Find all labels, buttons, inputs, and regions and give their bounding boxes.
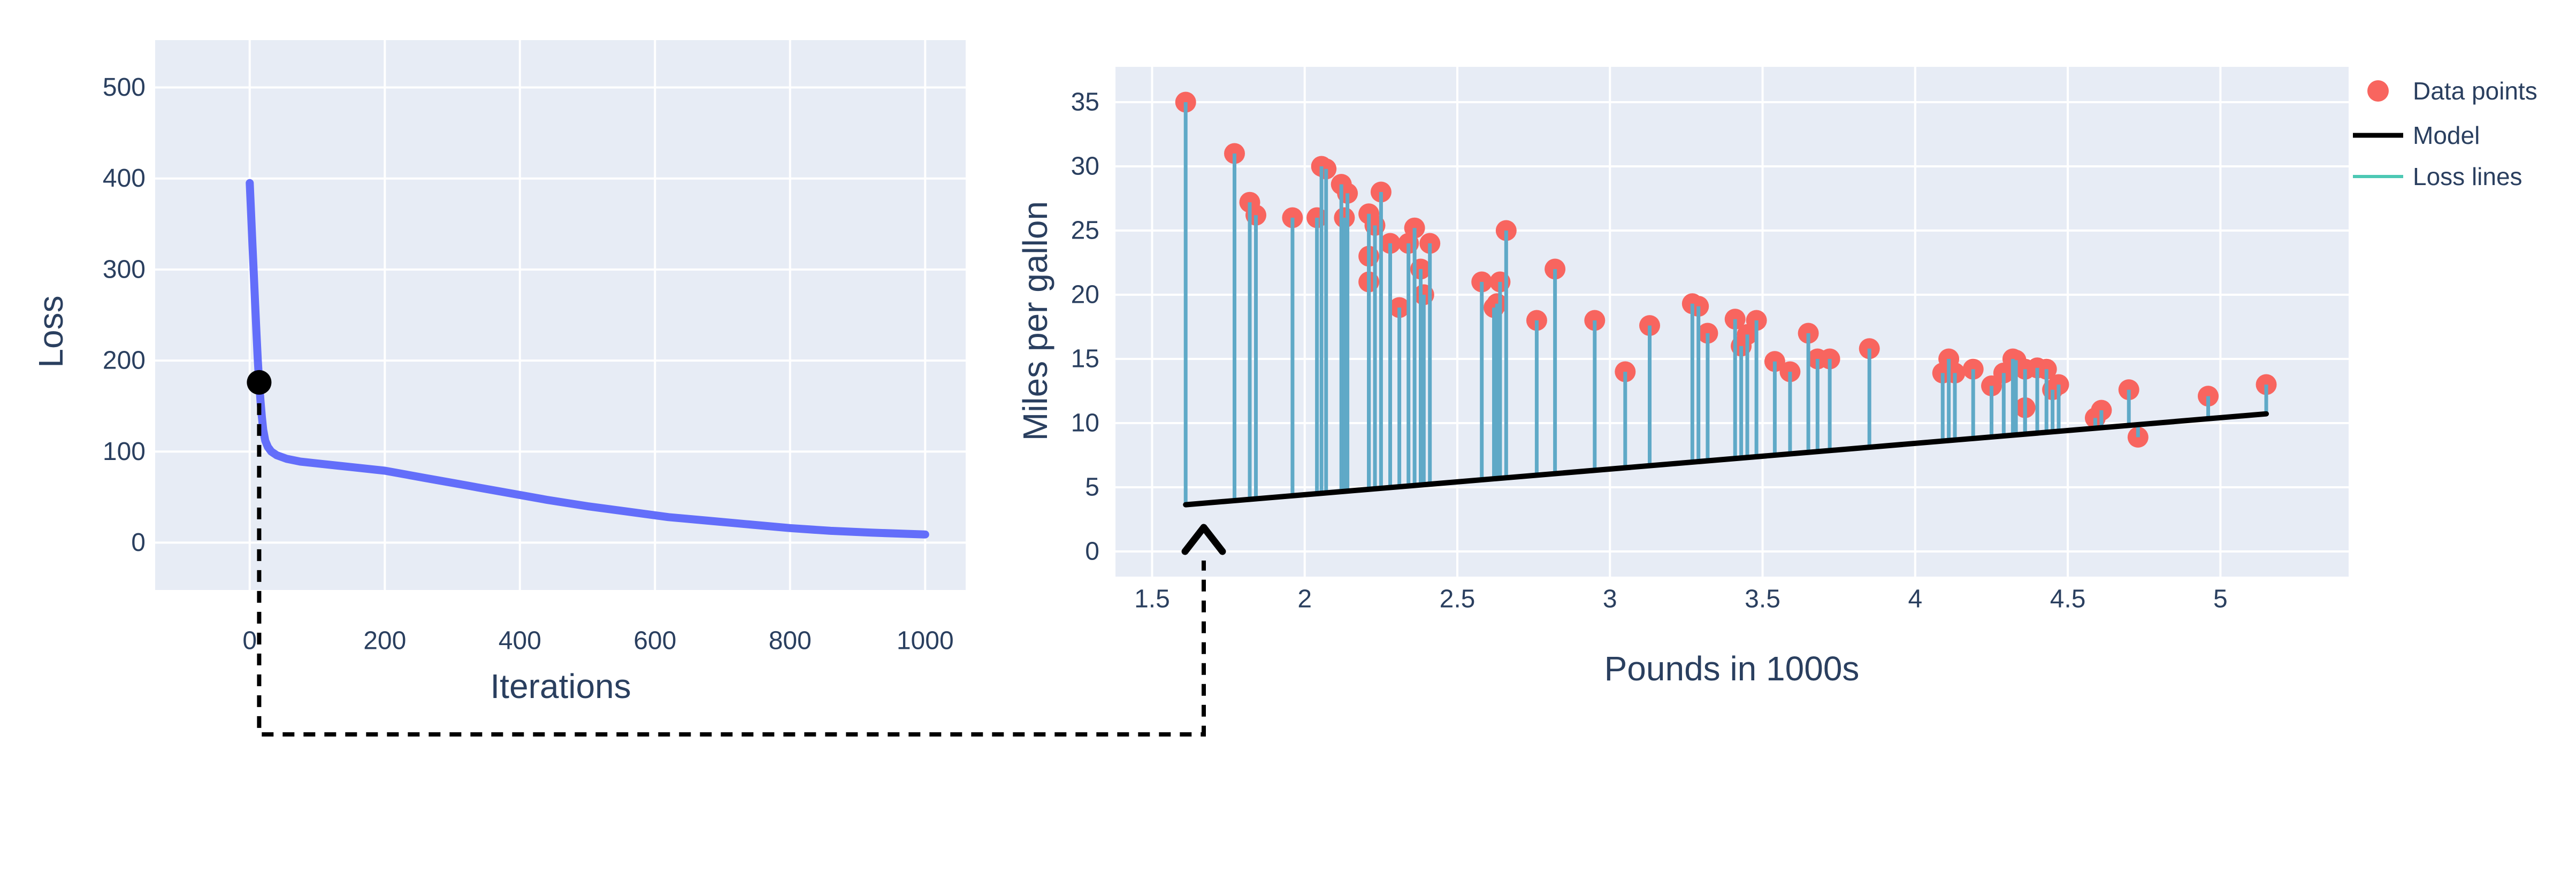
x-tick-label: 3.5 — [1745, 585, 1780, 614]
legend-item[interactable]: Data points — [2367, 77, 2537, 105]
legend: Data points Model Loss lines — [2353, 77, 2537, 190]
x-tick-label: 1000 — [897, 627, 954, 655]
annotation-arrow — [257, 382, 1226, 737]
x-tick-label: 3 — [1603, 585, 1617, 614]
y-tick-label: 0 — [1085, 537, 1099, 565]
x-tick-label: 800 — [769, 627, 812, 655]
legend-item-label: Data points — [2413, 77, 2537, 105]
y-tick-label: 5 — [1085, 473, 1099, 501]
y-tick-label: 400 — [103, 164, 146, 193]
x-tick-label: 400 — [499, 627, 541, 655]
scatter-y-axis-title: Miles per gallon — [1016, 201, 1054, 441]
loss-plot-area[interactable]: 0 100 200 300 400 500 0 200 400 600 800 1000 — [103, 40, 966, 655]
x-tick-label: 2.5 — [1440, 585, 1476, 614]
scatter-plot-area[interactable]: 0 5 10 15 20 25 30 35 1.5 2 2.5 3 3.5 4 4.5 5 — [1071, 67, 2349, 614]
y-tick-label: 30 — [1071, 152, 1099, 180]
loss-curve — [246, 179, 929, 539]
x-tick-label: 200 — [363, 627, 406, 655]
scatter-x-axis-title: Pounds in 1000s — [1604, 649, 1860, 688]
legend-item-label: Model — [2413, 121, 2480, 149]
plot-background[interactable] — [155, 40, 966, 590]
legend-dot-swatch — [2367, 80, 2389, 102]
x-tick-label: 5 — [2213, 585, 2228, 614]
y-tick-label: 0 — [131, 528, 146, 557]
x-tick-label: 600 — [633, 627, 676, 655]
legend-item[interactable]: Model — [2353, 121, 2480, 149]
x-tick-label: 4.5 — [2050, 585, 2086, 614]
x-tick-label: 0 — [242, 627, 257, 655]
loss-y-axis-title: Loss — [32, 295, 70, 367]
y-tick-label: 25 — [1071, 216, 1099, 244]
y-tick-label: 300 — [103, 255, 146, 283]
loss-x-axis-title: Iterations — [490, 667, 631, 706]
scatter-chart: 0 5 10 15 20 25 30 35 1.5 2 2.5 3 3.5 4 4.5 5 Miles per… — [1016, 67, 2537, 688]
y-tick-label: 15 — [1071, 344, 1099, 373]
y-tick-label: 500 — [103, 73, 146, 102]
y-tick-label: 35 — [1071, 88, 1099, 116]
x-tick-label: 4 — [1908, 585, 1922, 614]
x-tick-label: 1.5 — [1134, 585, 1170, 614]
x-tick-label: 2 — [1297, 585, 1312, 614]
y-tick-label: 200 — [103, 347, 146, 375]
y-tick-label: 10 — [1071, 409, 1099, 437]
legend-item[interactable]: Loss lines — [2353, 163, 2523, 190]
loss-chart: 0 100 200 300 400 500 0 200 400 600 800 1000 Loss I… — [32, 40, 966, 706]
model-line — [1183, 411, 2269, 508]
arrowhead-icon — [1181, 524, 1226, 555]
legend-item-label: Loss lines — [2413, 163, 2523, 190]
y-tick-label: 100 — [103, 438, 146, 466]
dashed-connector-line — [257, 382, 1206, 737]
y-tick-label: 20 — [1071, 280, 1099, 309]
